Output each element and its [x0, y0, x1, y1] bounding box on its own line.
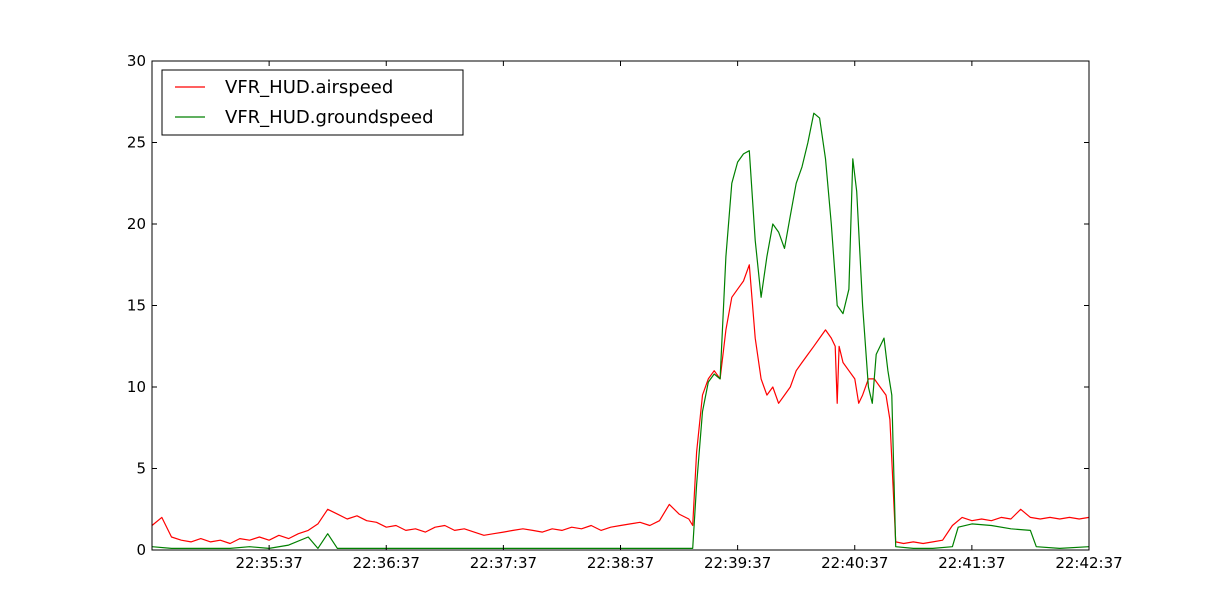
- y-tick-label: 10: [127, 378, 146, 396]
- legend-box: [161, 69, 464, 136]
- x-tick-label: 22:39:37: [704, 554, 771, 572]
- y-tick-label: 0: [136, 541, 146, 559]
- x-tick-label: 22:40:37: [821, 554, 888, 572]
- x-tick-label: 22:41:37: [938, 554, 1005, 572]
- x-tick-label: 22:35:37: [235, 554, 302, 572]
- y-axis: 0 5 10 15 20 25 30: [127, 52, 1089, 559]
- legend-label-groundspeed: VFR_HUD.groundspeed: [225, 107, 434, 128]
- legend-label-airspeed: VFR_HUD.airspeed: [225, 77, 393, 98]
- y-tick-label: 20: [127, 215, 146, 233]
- y-tick-label: 25: [127, 134, 146, 152]
- x-tick-label: 22:38:37: [587, 554, 654, 572]
- y-tick-label: 5: [136, 460, 146, 478]
- y-tick-label: 30: [127, 52, 146, 70]
- x-axis: 22:35:37 22:36:37 22:37:37 22:38:37 22:39:37…: [235, 61, 1123, 572]
- plot-area: [152, 61, 1089, 550]
- series-layer: [151, 112, 1090, 550]
- x-tick-label: 22:37:37: [470, 554, 537, 572]
- series-line-groundspeed: [151, 112, 1090, 550]
- x-tick-label: 22:36:37: [353, 554, 420, 572]
- x-tick-label: 22:42:37: [1055, 554, 1122, 572]
- series-line-airspeed: [151, 264, 1090, 545]
- legend: VFR_HUD.airspeed VFR_HUD.groundspeed: [161, 69, 464, 136]
- y-tick-label: 15: [127, 297, 146, 315]
